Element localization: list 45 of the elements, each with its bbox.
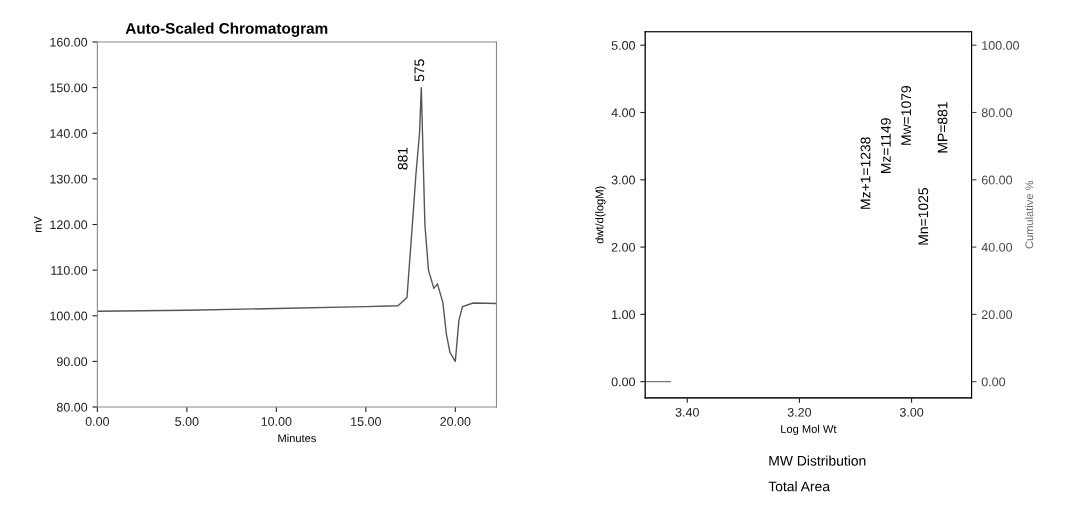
text: Total Area — [768, 481, 831, 492]
y-tick-label: 4.00 — [611, 108, 635, 118]
y-tick-label: 160.00 — [50, 37, 88, 47]
y2-tick-label: 0.00 — [981, 377, 1006, 387]
x-tick-label: 3.20 — [787, 407, 812, 417]
x-tick-label: 20.00 — [440, 417, 471, 426]
x-tick-label: 0.00 — [85, 417, 110, 426]
x-tick-label: 3.40 — [675, 407, 699, 417]
text: MW Distribution — [769, 455, 866, 466]
y2-tick-label: 40.00 — [981, 242, 1013, 252]
annotation: Mw=1079 — [901, 85, 912, 145]
annotation: 881 — [397, 147, 408, 170]
y-tick-label: 110.00 — [51, 265, 88, 275]
y2-tick-label: 80.00 — [981, 108, 1013, 118]
y2-tick-label: 100.00 — [982, 41, 1020, 50]
y-tick-label: 3.00 — [611, 175, 635, 185]
y-tick-label: 120.00 — [50, 220, 88, 230]
y-axis-title: mV — [33, 216, 42, 233]
annotation: MP=881 — [937, 102, 948, 153]
y-tick-label: 130.00 — [50, 174, 88, 184]
x-tick-label: 5.00 — [175, 417, 199, 426]
annotation: Mz+1=1238 — [860, 137, 871, 209]
annotation: Mn=1025 — [918, 188, 929, 245]
x-axis-title: Minutes — [278, 433, 316, 443]
y2-tick-label: 60.00 — [981, 175, 1013, 185]
x-axis-title: Log Mol Wt — [781, 424, 837, 436]
y-tick-label: 90.00 — [56, 357, 88, 367]
y-tick-label: 2.00 — [611, 242, 635, 252]
annotation: 575 — [414, 59, 425, 82]
x-tick-label: 10.00 — [261, 417, 292, 426]
y-tick-label: 5.00 — [611, 41, 635, 50]
y-tick-label: 1.00 — [612, 310, 635, 320]
line-series — [97, 86, 497, 363]
y-tick-label: 80.00 — [56, 402, 88, 412]
y-tick-label: 0.00 — [611, 377, 635, 387]
annotation: Mz=1149 — [880, 118, 891, 173]
y2-axis-title: Cumulative % — [1025, 180, 1034, 249]
x-tick-label: 3.00 — [899, 407, 924, 417]
y-axis-title: dwt/d(logM) — [595, 186, 606, 244]
y2-tick-label: 20.00 — [981, 310, 1013, 320]
chart-title: Auto-Scaled Chromatogram — [125, 22, 328, 37]
y-tick-label: 140.00 — [50, 129, 88, 138]
x-tick-label: 15.00 — [351, 417, 381, 426]
y-tick-label: 100.00 — [50, 311, 88, 321]
y-tick-label: 150.00 — [50, 83, 88, 93]
